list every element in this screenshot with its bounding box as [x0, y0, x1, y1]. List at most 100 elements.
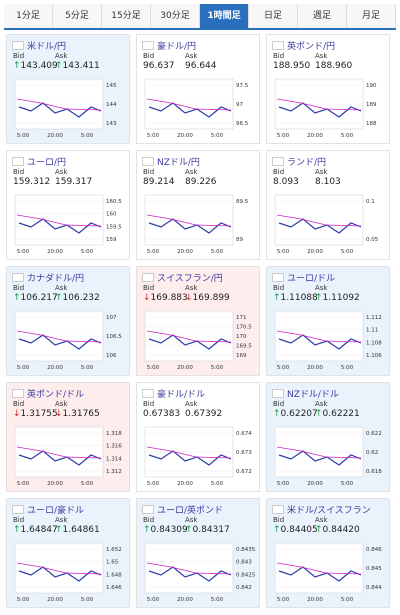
ask-price: 1.31765: [62, 409, 100, 419]
pair-name[interactable]: 英ポンド/円: [287, 42, 336, 52]
y-tick-label: 97: [236, 102, 243, 108]
rate-panel[interactable]: 豪ドル/円 Bid Ask 96.637 96.644 97.5 97 96.5 5:00 20:…: [136, 34, 260, 144]
rate-panel[interactable]: ユーロ/円 Bid Ask 159.312 159.317 160.5 160 159.5 15…: [6, 150, 130, 260]
y-tick-label: 0.673: [236, 450, 252, 456]
x-tick-label: 20:00: [307, 481, 323, 487]
ask-price: 0.62221: [322, 409, 360, 419]
flag: [272, 505, 284, 514]
rate-panel[interactable]: 英ポンド/円 Bid Ask 188.950 188.960 190 189 188 5:00 2…: [266, 34, 390, 144]
x-tick-label: 20:00: [307, 597, 323, 603]
ask-label: Ask: [315, 284, 328, 292]
pair-name[interactable]: カナダドル/円: [27, 274, 85, 284]
y-tick-label: 188: [366, 121, 377, 127]
bid-label: Bid: [13, 400, 25, 408]
pair-name[interactable]: ユーロ/円: [27, 158, 67, 168]
rate-panel[interactable]: NZドル/円 Bid Ask 89.214 89.226 89.5 89 5:00 20:00 5…: [136, 150, 260, 260]
mini-chart: 1.112 1.11 1.108 1.106 5:00 20:00 5:00: [274, 310, 382, 371]
flag: [142, 505, 154, 514]
y-tick-label: 0.846: [366, 547, 382, 553]
tab[interactable]: 日足: [249, 4, 298, 28]
tab[interactable]: 月足: [347, 4, 396, 28]
price-trace: [148, 102, 232, 118]
x-tick-label: 20:00: [47, 249, 63, 255]
rate-panel[interactable]: NZドル/ドル Bid Ask ↑0.62207 ↑0.62221 0.622 0.62 0.…: [266, 382, 390, 492]
bid-label: Bid: [273, 168, 285, 176]
y-tick-label: 106: [106, 353, 117, 359]
pair-name[interactable]: NZドル/円: [157, 158, 200, 168]
x-tick-label: 5:00: [81, 481, 94, 487]
pair-name[interactable]: ユーロ/ドル: [287, 274, 336, 284]
rate-panel[interactable]: 米ドル/円 Bid Ask ↑143.409 ↑143.411 145 144 143 5:00…: [6, 34, 130, 144]
timeframe-tabs: 1分足 5分足 15分足 30分足 1時間足 日足 週足 月足: [4, 4, 396, 30]
bid-value: 188.950: [273, 61, 310, 71]
moving-average: [146, 214, 232, 227]
tab[interactable]: 30分足: [151, 4, 200, 28]
pair-name[interactable]: 豪ドル/ドル: [157, 390, 206, 400]
ask-value: ↑143.411: [55, 61, 100, 71]
bid-label: Bid: [273, 52, 285, 60]
moving-average: [276, 98, 362, 111]
bid-label: Bid: [143, 400, 155, 408]
rate-panel[interactable]: ユーロ/ドル Bid Ask ↑1.11088 ↑1.11092 1.112 1.11 1.1…: [266, 266, 390, 376]
ask-value: ↑0.84420: [315, 525, 360, 535]
x-tick-label: 5:00: [147, 597, 160, 603]
rate-panel[interactable]: ユーロ/豪ドル Bid Ask ↑1.64847 ↑1.64861 1.652 1.65 1.…: [6, 498, 130, 608]
mini-chart: 145 144 143 5:00 20:00 5:00: [14, 78, 117, 139]
pair-name[interactable]: スイスフラン/円: [157, 274, 223, 284]
bid-price: 1.64847: [20, 525, 58, 535]
pair-name[interactable]: 米ドル/円: [27, 42, 67, 52]
ask-price: 0.84317: [192, 525, 230, 535]
rate-panel[interactable]: 米ドル/スイスフラン Bid Ask ↑0.84405 ↑0.84420 0.846 0.8…: [266, 498, 390, 608]
chart-frame: [14, 426, 104, 478]
x-tick-label: 5:00: [81, 597, 94, 603]
rate-panel[interactable]: ランド/円 Bid Ask 8.093 8.103 0.1 0.05 5:00 20:00 5:0…: [266, 150, 390, 260]
arrow: ↑: [13, 525, 21, 535]
x-tick-label: 5:00: [341, 249, 354, 255]
y-tick-label: 170.5: [236, 325, 252, 331]
moving-average: [16, 446, 102, 459]
bid-label: Bid: [273, 284, 285, 292]
y-tick-label: 0.8425: [236, 572, 256, 578]
bid-price: 96.637: [143, 61, 175, 71]
bid-value: ↓169.883: [143, 293, 188, 303]
flag: [272, 157, 284, 166]
price-trace: [148, 566, 232, 582]
tab[interactable]: 1時間足: [200, 4, 249, 28]
pair-name[interactable]: ユーロ/豪ドル: [27, 506, 85, 516]
y-tick-label: 1.316: [106, 444, 122, 450]
ask-value: 96.644: [185, 61, 217, 71]
x-tick-label: 5:00: [277, 597, 290, 603]
y-tick-label: 1.318: [106, 431, 122, 437]
pair-name[interactable]: ユーロ/英ポンド: [157, 506, 224, 516]
y-tick-label: 97.5: [236, 83, 249, 89]
y-tick-label: 145: [106, 83, 117, 89]
pair-name[interactable]: 豪ドル/円: [157, 42, 197, 52]
x-tick-label: 5:00: [341, 365, 354, 371]
rate-panel[interactable]: 豪ドル/ドル Bid Ask 0.67383 0.67392 0.674 0.673 0.67…: [136, 382, 260, 492]
x-tick-label: 5:00: [277, 249, 290, 255]
bid-price: 188.950: [273, 61, 311, 71]
bid-label: Bid: [143, 284, 155, 292]
flag: [272, 41, 284, 50]
price-trace: [278, 450, 362, 466]
rate-panel[interactable]: スイスフラン/円 Bid Ask ↓169.883 ↓169.899 171 170.5 17…: [136, 266, 260, 376]
tab[interactable]: 週足: [298, 4, 347, 28]
ask-label: Ask: [185, 168, 198, 176]
x-tick-label: 5:00: [277, 133, 290, 139]
rate-panel[interactable]: ユーロ/英ポンド Bid Ask ↑0.84309 ↑0.84317 0.8435 0.84…: [136, 498, 260, 608]
pair-name[interactable]: ランド/円: [287, 158, 327, 168]
tab[interactable]: 15分足: [102, 4, 151, 28]
tab[interactable]: 1分足: [4, 4, 53, 28]
pair-name[interactable]: NZドル/ドル: [287, 390, 339, 400]
pair-name[interactable]: 英ポンド/ドル: [27, 390, 85, 400]
rate-panel[interactable]: 英ポンド/ドル Bid Ask ↓1.31755 ↓1.31765 1.318 1.316 1…: [6, 382, 130, 492]
pair-name[interactable]: 米ドル/スイスフラン: [287, 506, 371, 516]
rate-panel[interactable]: カナダドル/円 Bid Ask ↑106.217 ↑106.232 107 106.5 106…: [6, 266, 130, 376]
price-trace: [278, 334, 362, 350]
y-tick-label: 107: [106, 315, 117, 321]
moving-average: [146, 446, 232, 459]
tab[interactable]: 5分足: [53, 4, 102, 28]
moving-average: [16, 98, 102, 111]
bid-price: 89.214: [143, 177, 175, 187]
moving-average: [276, 446, 362, 459]
